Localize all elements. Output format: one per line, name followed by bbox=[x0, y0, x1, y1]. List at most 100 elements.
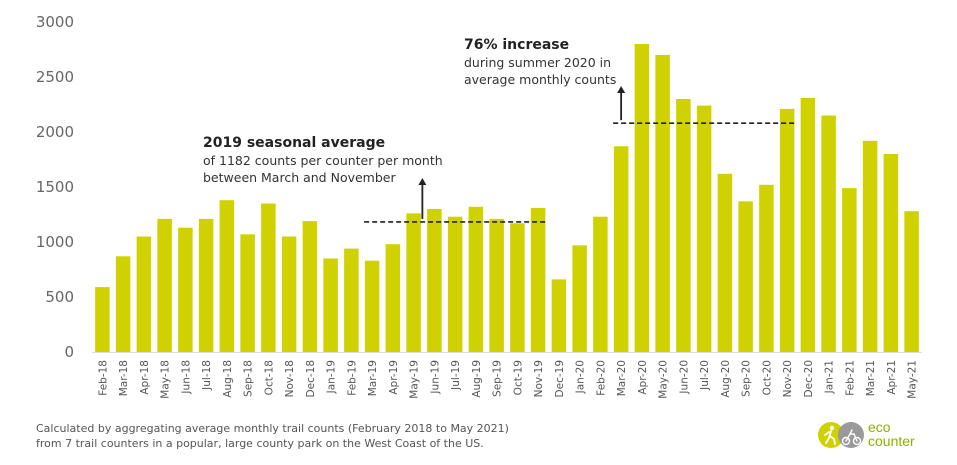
y-tick-label: 2500 bbox=[36, 68, 74, 86]
increase-annotation-title: 76% increase bbox=[464, 37, 616, 54]
bar bbox=[137, 237, 152, 353]
x-tick-label: Feb-21 bbox=[844, 360, 856, 396]
bar bbox=[199, 219, 214, 352]
x-tick-label: Oct-20 bbox=[761, 360, 773, 395]
eco-counter-logo: eco counter bbox=[818, 420, 948, 450]
footnote-line1: Calculated by aggregating average monthl… bbox=[36, 421, 509, 436]
x-tick-label: Nov-18 bbox=[284, 360, 296, 397]
seasonal-annotation-line1: of 1182 counts per counter per month bbox=[203, 152, 443, 169]
x-tick-label: Nov-19 bbox=[533, 360, 545, 397]
bar bbox=[718, 174, 733, 352]
bar bbox=[220, 200, 235, 352]
x-tick-label: Aug-19 bbox=[471, 360, 483, 398]
y-tick-label: 0 bbox=[64, 343, 74, 361]
bar bbox=[344, 249, 359, 352]
bar bbox=[614, 146, 629, 352]
x-tick-label: Jan-21 bbox=[824, 360, 836, 394]
y-tick-label: 1000 bbox=[36, 233, 74, 251]
bar bbox=[448, 217, 463, 352]
bar bbox=[365, 261, 380, 352]
bar bbox=[95, 287, 110, 352]
x-tick-label: Jan-20 bbox=[575, 360, 587, 394]
x-tick-label: Jul-19 bbox=[450, 360, 462, 391]
bar bbox=[863, 141, 878, 352]
bar bbox=[593, 217, 608, 352]
seasonal-annotation: 2019 seasonal average of 1182 counts per… bbox=[203, 135, 443, 186]
x-tick-label: Feb-20 bbox=[595, 360, 607, 396]
bar bbox=[261, 204, 276, 353]
x-tick-label: Nov-20 bbox=[782, 360, 794, 397]
bar bbox=[697, 106, 712, 352]
bar bbox=[531, 208, 546, 352]
x-tick-label: Apr-20 bbox=[637, 360, 649, 395]
x-tick-label: Jul-20 bbox=[699, 360, 711, 391]
x-tick-label: Apr-21 bbox=[886, 360, 898, 395]
x-tick-label: Dec-20 bbox=[803, 360, 815, 397]
bar bbox=[842, 188, 857, 352]
bar bbox=[157, 219, 172, 352]
logo-text-line2: counter bbox=[868, 434, 915, 448]
bar bbox=[489, 219, 504, 352]
y-tick-label: 1500 bbox=[36, 178, 74, 196]
logo-icon bbox=[818, 420, 866, 450]
x-tick-label: Jul-18 bbox=[201, 360, 213, 391]
bar bbox=[655, 55, 670, 352]
x-tick-label: Oct-19 bbox=[512, 360, 524, 395]
bar bbox=[469, 207, 484, 352]
seasonal-annotation-title: 2019 seasonal average bbox=[203, 135, 443, 152]
x-tick-label: Jun-20 bbox=[678, 360, 690, 395]
x-tick-label: Apr-19 bbox=[388, 360, 400, 395]
x-tick-label: Apr-18 bbox=[139, 360, 151, 395]
increase-annotation: 76% increase during summer 2020 in avera… bbox=[464, 37, 616, 88]
x-tick-label: May-19 bbox=[409, 360, 421, 399]
x-tick-label: May-18 bbox=[160, 360, 172, 399]
bar bbox=[323, 259, 338, 353]
bar bbox=[240, 234, 255, 352]
logo-text: eco counter bbox=[868, 420, 915, 448]
bar bbox=[780, 109, 795, 352]
seasonal-annotation-line2: between March and November bbox=[203, 169, 443, 186]
bar bbox=[635, 44, 650, 352]
x-tick-label: Mar-19 bbox=[367, 360, 379, 396]
footnote: Calculated by aggregating average monthl… bbox=[36, 421, 509, 451]
x-tick-label: Sep-19 bbox=[492, 360, 504, 397]
bar bbox=[821, 116, 836, 353]
x-tick-label: Jun-19 bbox=[429, 360, 441, 395]
x-tick-label: Aug-20 bbox=[720, 360, 732, 398]
y-tick-label: 3000 bbox=[36, 13, 74, 31]
bar bbox=[510, 223, 525, 352]
bar bbox=[904, 211, 919, 352]
y-axis: 0 500 1000 1500 2000 2500 3000 bbox=[36, 13, 74, 361]
x-tick-label: Mar-20 bbox=[616, 360, 628, 396]
x-tick-label: Jan-19 bbox=[326, 360, 338, 394]
x-tick-label: Sep-18 bbox=[243, 360, 255, 397]
increase-arrow-head bbox=[617, 86, 625, 93]
x-tick-label: Jun-18 bbox=[180, 360, 192, 395]
x-tick-label: Dec-19 bbox=[554, 360, 566, 397]
x-tick-label: May-20 bbox=[658, 360, 670, 399]
bar bbox=[801, 98, 816, 352]
bar bbox=[406, 213, 421, 352]
bar bbox=[386, 244, 401, 352]
y-tick-label: 500 bbox=[45, 288, 74, 306]
x-tick-label: Mar-21 bbox=[865, 360, 877, 396]
bar bbox=[884, 154, 899, 352]
increase-annotation-line2: average monthly counts bbox=[464, 71, 616, 88]
bar bbox=[427, 209, 442, 352]
y-tick-label: 2000 bbox=[36, 123, 74, 141]
bar bbox=[759, 185, 774, 352]
x-tick-label: Dec-18 bbox=[305, 360, 317, 397]
bar bbox=[552, 279, 567, 352]
x-tick-label: Feb-19 bbox=[346, 360, 358, 396]
bar bbox=[178, 228, 193, 352]
x-tick-label: Mar-18 bbox=[118, 360, 130, 396]
x-tick-label: Aug-18 bbox=[222, 360, 234, 398]
bars bbox=[95, 44, 919, 352]
logo-text-line1: eco bbox=[868, 420, 915, 434]
x-tick-label: Oct-18 bbox=[263, 360, 275, 395]
bar bbox=[676, 99, 691, 352]
x-tick-label: Feb-18 bbox=[97, 360, 109, 396]
x-tick-label: Sep-20 bbox=[741, 360, 753, 397]
bar bbox=[738, 201, 753, 352]
increase-annotation-line1: during summer 2020 in bbox=[464, 54, 616, 71]
